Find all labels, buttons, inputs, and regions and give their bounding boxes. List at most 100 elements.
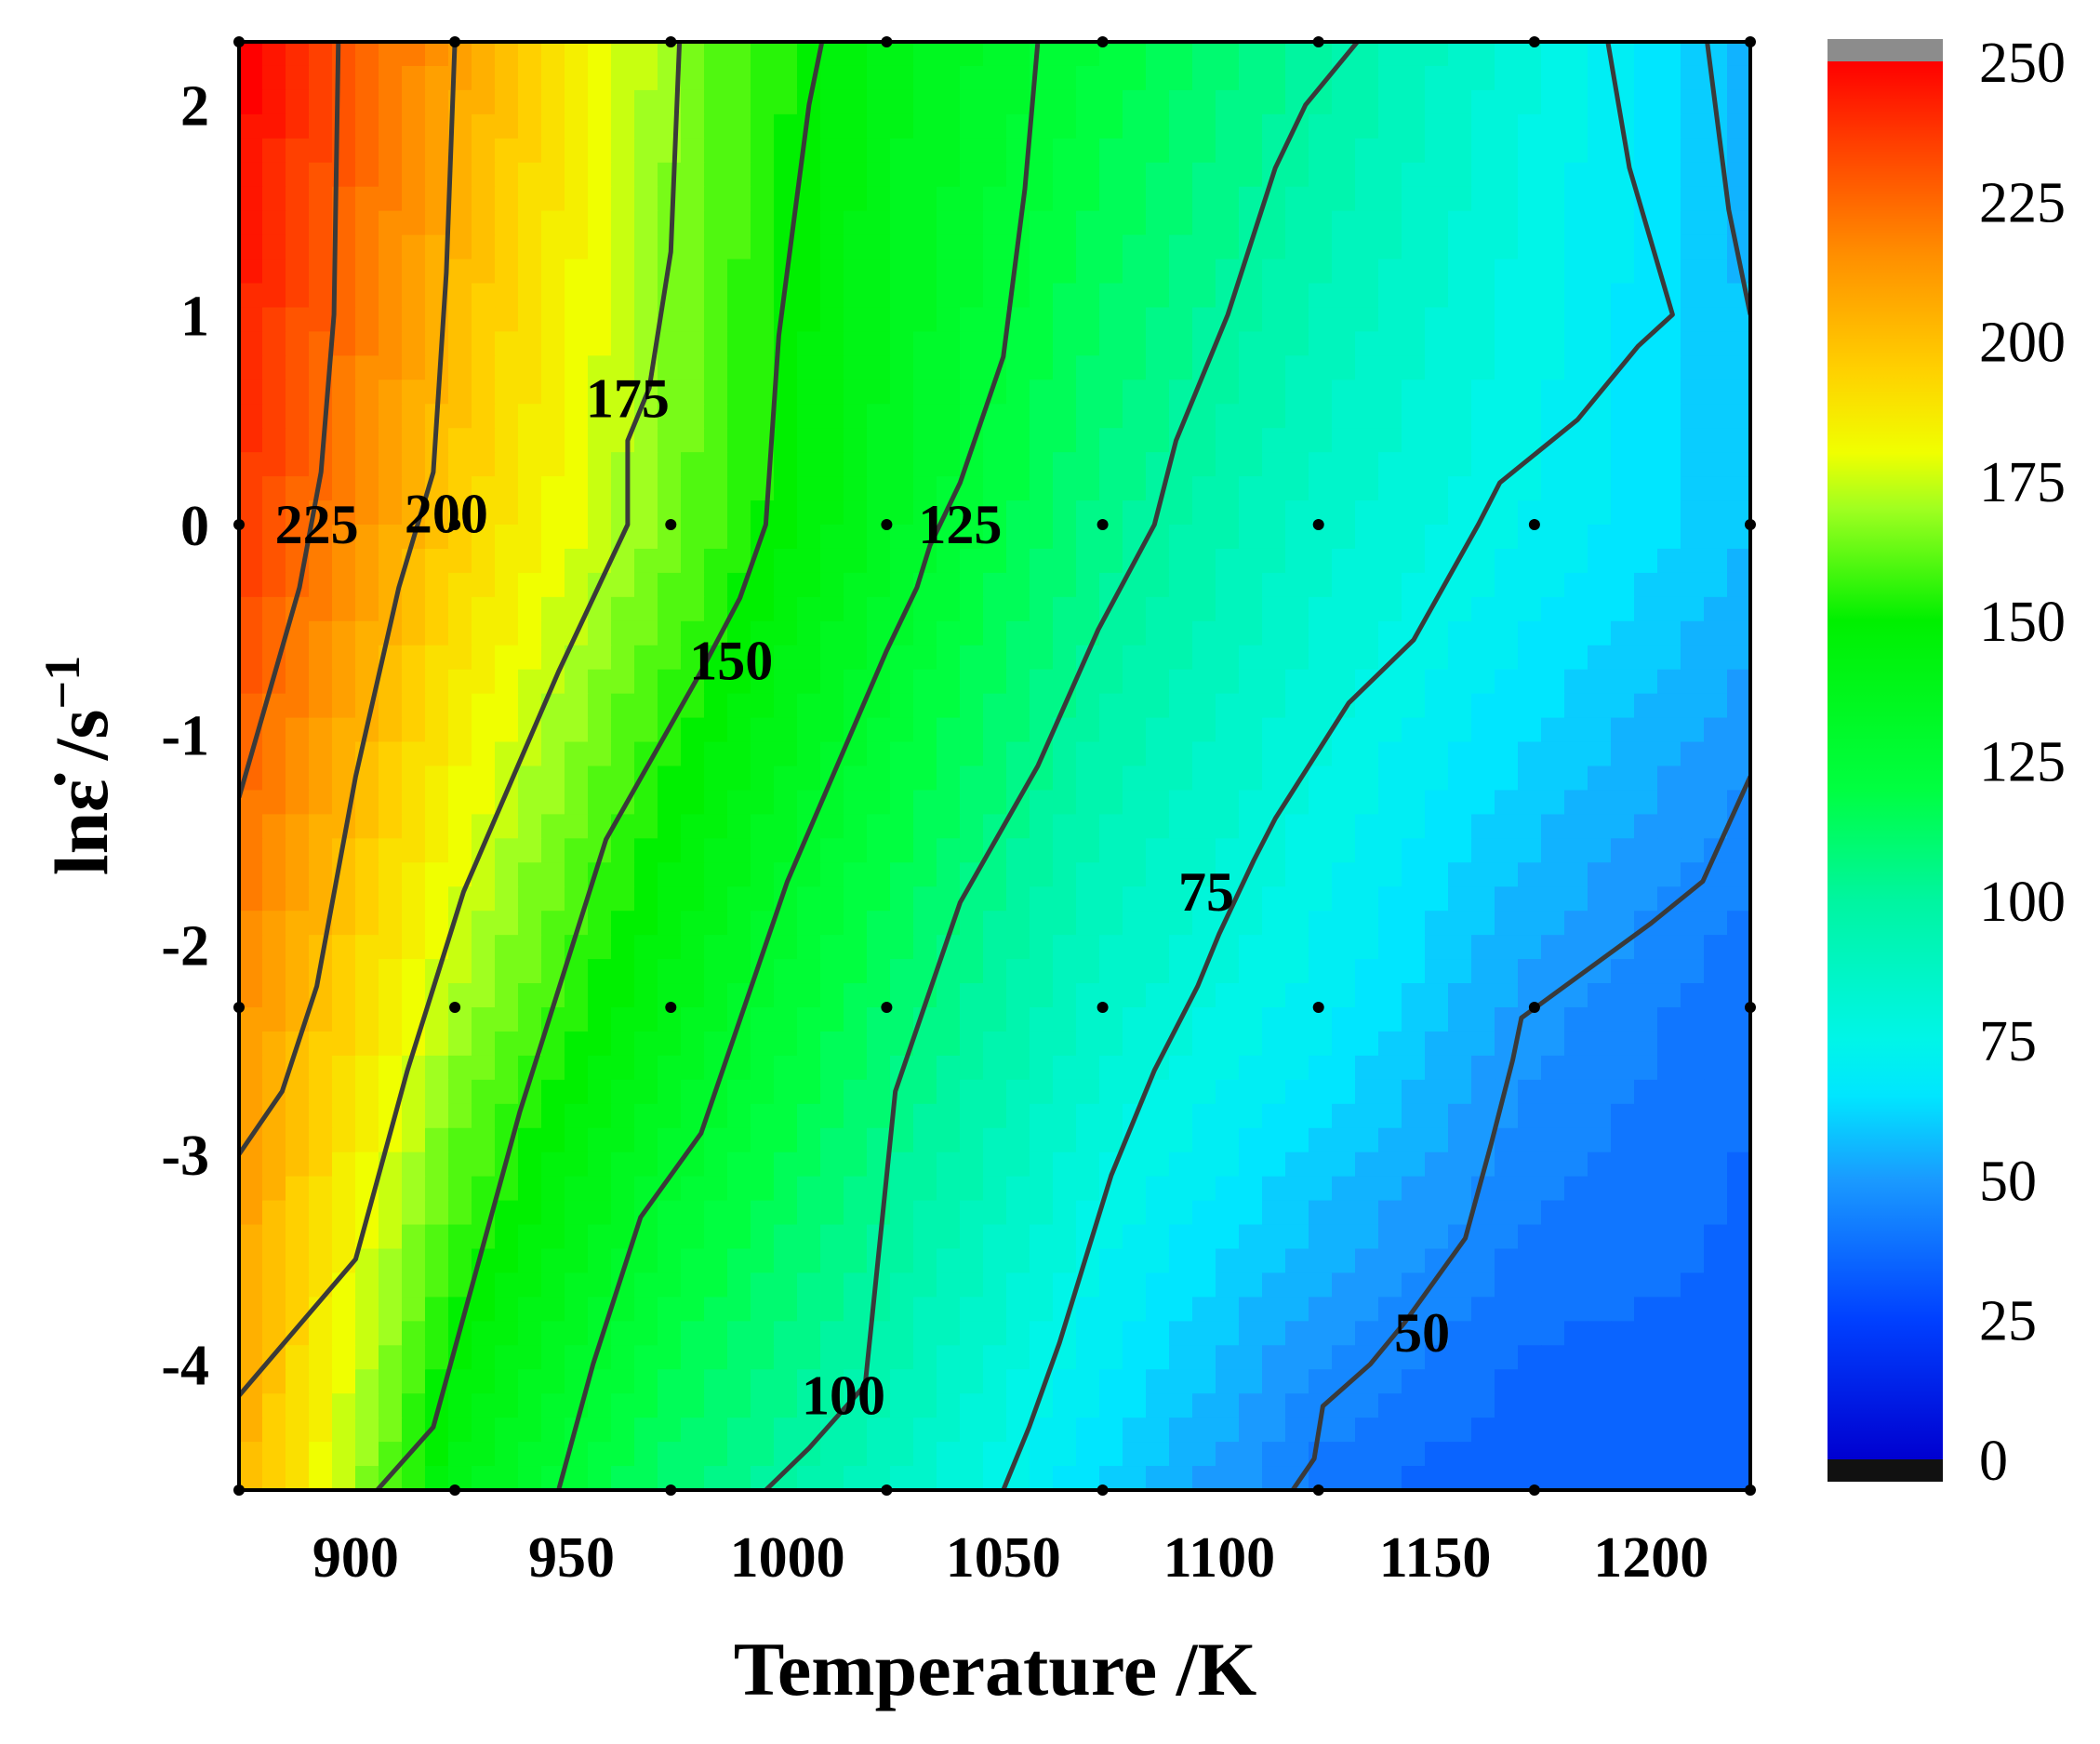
heatmap-cell — [1192, 1345, 1216, 1371]
heatmap-cell — [1588, 1007, 1612, 1032]
heatmap-cell — [1402, 1466, 1426, 1490]
colorbar-tick-label: 0 — [1979, 1430, 2008, 1493]
heatmap-cell — [588, 1224, 612, 1250]
heatmap-cell — [983, 1103, 1007, 1129]
heatmap-cell — [1099, 259, 1123, 285]
heatmap-cell — [681, 210, 705, 236]
heatmap-cell — [262, 548, 286, 574]
heatmap-cell — [541, 1224, 565, 1250]
heatmap-cell — [355, 1466, 379, 1490]
heatmap-cell — [797, 1127, 821, 1153]
heatmap-cell — [448, 741, 472, 767]
heatmap-cell — [541, 1345, 565, 1371]
heatmap-cell — [1192, 1369, 1216, 1395]
heatmap-cell — [1099, 1248, 1123, 1274]
heatmap-cell — [1355, 765, 1379, 792]
heatmap-cell — [1006, 1055, 1030, 1081]
heatmap-cell — [611, 765, 635, 792]
heatmap-cell — [1471, 911, 1495, 937]
heatmap-cell — [658, 765, 682, 792]
heatmap-cell — [1006, 1297, 1030, 1323]
heatmap-cell — [983, 500, 1007, 526]
heatmap-cell — [634, 983, 658, 1008]
heatmap-cell — [1657, 645, 1681, 671]
heatmap-cell — [1471, 379, 1495, 406]
heatmap-cell — [309, 1442, 333, 1468]
heatmap-cell — [960, 42, 984, 67]
heatmap-cell — [379, 983, 403, 1008]
heatmap-cell — [239, 1297, 263, 1323]
heatmap-cell — [913, 862, 937, 888]
heatmap-cell — [937, 162, 961, 188]
heatmap-cell — [1378, 1418, 1402, 1444]
heatmap-cell — [1448, 1272, 1472, 1298]
heatmap-cell — [611, 1369, 635, 1395]
heatmap-cell — [727, 1224, 751, 1250]
heatmap-cell — [541, 1272, 565, 1298]
heatmap-cell — [867, 548, 891, 574]
heatmap-cell — [1332, 741, 1356, 767]
heatmap-cell — [1704, 548, 1728, 574]
heatmap-cell — [1309, 886, 1333, 912]
heatmap-cell — [1634, 862, 1658, 888]
heatmap-cell — [1588, 765, 1612, 792]
heatmap-cell — [1657, 1345, 1681, 1371]
heatmap-cell — [890, 1272, 914, 1298]
heatmap-cell — [844, 476, 868, 502]
heatmap-cell — [634, 1007, 658, 1032]
heatmap-cell — [425, 1079, 449, 1105]
heatmap-cell — [1030, 525, 1054, 550]
heatmap-cell — [751, 1272, 775, 1298]
heatmap-cell — [472, 42, 496, 67]
heatmap-cell — [262, 428, 286, 454]
heatmap-cell — [1634, 500, 1658, 526]
heatmap-cell — [1495, 1345, 1519, 1371]
heatmap-cell — [355, 355, 379, 381]
heatmap-cell — [355, 476, 379, 502]
heatmap-cell — [402, 1466, 426, 1490]
contour-label-50: 50 — [1394, 1302, 1450, 1364]
heatmap-cell — [1378, 186, 1402, 212]
heatmap-cell — [588, 113, 612, 140]
heatmap-cell — [286, 1272, 310, 1298]
heatmap-cell — [1355, 525, 1379, 550]
heatmap-cell — [1239, 645, 1263, 671]
heatmap-cell — [379, 283, 403, 309]
heatmap-cell — [1192, 765, 1216, 792]
heatmap-cell — [820, 331, 844, 357]
heatmap-cell — [1727, 572, 1750, 598]
heatmap-cell — [820, 911, 844, 937]
heatmap-cell — [1030, 379, 1054, 406]
heatmap-cell — [727, 1393, 751, 1419]
heatmap-cell — [1006, 355, 1030, 381]
heatmap-cell — [1541, 89, 1565, 115]
heatmap-cell — [1564, 186, 1588, 212]
heatmap-cell — [1262, 1466, 1286, 1490]
heatmap-cell — [704, 983, 728, 1008]
heatmap-cell — [262, 452, 286, 478]
heatmap-cell — [611, 1321, 635, 1347]
heatmap-cell — [495, 983, 519, 1008]
heatmap-cell — [1309, 790, 1333, 816]
heatmap-cell — [541, 162, 565, 188]
heatmap-cell — [1564, 89, 1588, 115]
heatmap-cell — [1146, 645, 1170, 671]
heatmap-cell — [1309, 1321, 1333, 1347]
heatmap-cell — [1285, 210, 1309, 236]
heatmap-cell — [1564, 355, 1588, 381]
heatmap-cell — [1076, 379, 1100, 406]
heatmap-cell — [890, 162, 914, 188]
heatmap-cell — [588, 790, 612, 816]
heatmap-cell — [1495, 259, 1519, 285]
heatmap-cell — [1634, 1103, 1658, 1129]
heatmap-cell — [937, 186, 961, 212]
heatmap-cell — [634, 1418, 658, 1444]
heatmap-cell — [1611, 596, 1635, 622]
heatmap-cell — [1634, 1079, 1658, 1105]
heatmap-cell — [727, 331, 751, 357]
heatmap-cell — [1588, 1176, 1612, 1202]
heatmap-cell — [1146, 307, 1170, 333]
heatmap-cell — [1634, 259, 1658, 285]
heatmap-cell — [1006, 741, 1030, 767]
heatmap-cell — [541, 355, 565, 381]
